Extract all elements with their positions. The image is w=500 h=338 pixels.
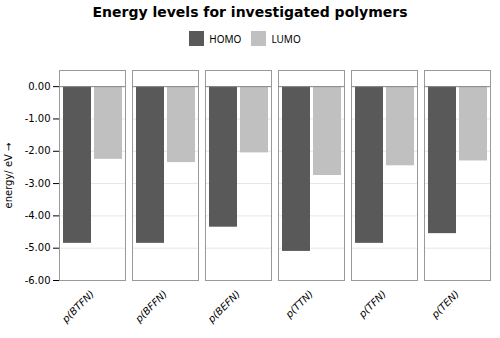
svg-text:0.00: 0.00 bbox=[28, 81, 50, 92]
svg-text:-3.00: -3.00 bbox=[25, 178, 51, 189]
svg-text:-4.00: -4.00 bbox=[25, 210, 51, 221]
svg-text:-5.00: -5.00 bbox=[25, 242, 51, 253]
html-text:LUMO: LUMO bbox=[271, 31, 301, 46]
svg-text:p(TFN): p(TFN) bbox=[356, 288, 388, 320]
svg-text:-1.00: -1.00 bbox=[25, 113, 51, 124]
svg-text:p(TEN): p(TEN) bbox=[429, 288, 462, 321]
html-text:Energy levels for investigated: Energy levels for investigated polymers bbox=[92, 4, 408, 20]
svg-text:p(BEFN): p(BEFN) bbox=[205, 288, 242, 325]
html-text:HOMO: HOMO bbox=[209, 31, 242, 46]
svg-text:-2.00: -2.00 bbox=[25, 145, 51, 156]
svg-text:p(TTN): p(TTN) bbox=[283, 288, 315, 320]
svg-text:-6.00: -6.00 bbox=[25, 275, 51, 286]
svg-text:p(BTFN): p(BTFN) bbox=[59, 288, 96, 325]
svg-text:energy/ eV →: energy/ eV → bbox=[3, 143, 14, 209]
svg-text:p(BFFN): p(BFFN) bbox=[132, 288, 169, 325]
